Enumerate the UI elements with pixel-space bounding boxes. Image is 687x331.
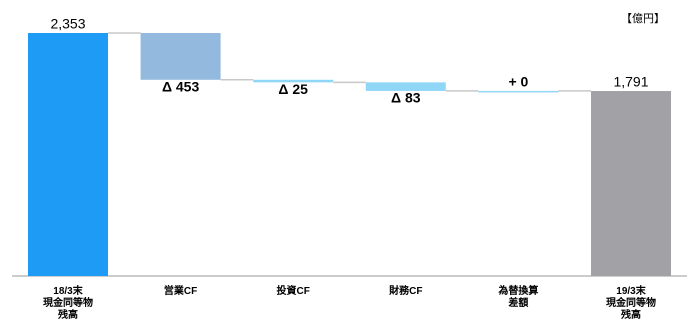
bar: [140, 33, 221, 80]
value-label: 1,791: [613, 74, 648, 90]
bar: [591, 91, 671, 277]
value-label: Δ 453: [162, 78, 200, 94]
value-label: Δ 83: [391, 90, 421, 106]
category-label: 投資CF: [276, 286, 310, 297]
bar: [28, 33, 108, 276]
category-label: 為替換算 差額: [498, 286, 539, 309]
bar: [253, 79, 334, 83]
bar: [478, 90, 559, 93]
bar: [365, 82, 446, 91]
category-label: 財務CF: [389, 286, 423, 297]
category-label: 営業CF: [163, 286, 198, 297]
unit-label: 【億円】: [621, 13, 665, 25]
category-label: 19/3末 現金同等物 残高: [606, 286, 656, 321]
value-label: 2,353: [50, 16, 85, 32]
value-label: + 0: [508, 74, 528, 90]
value-label: Δ 25: [278, 81, 308, 97]
category-label: 18/3末 現金同等物 残高: [43, 286, 93, 321]
